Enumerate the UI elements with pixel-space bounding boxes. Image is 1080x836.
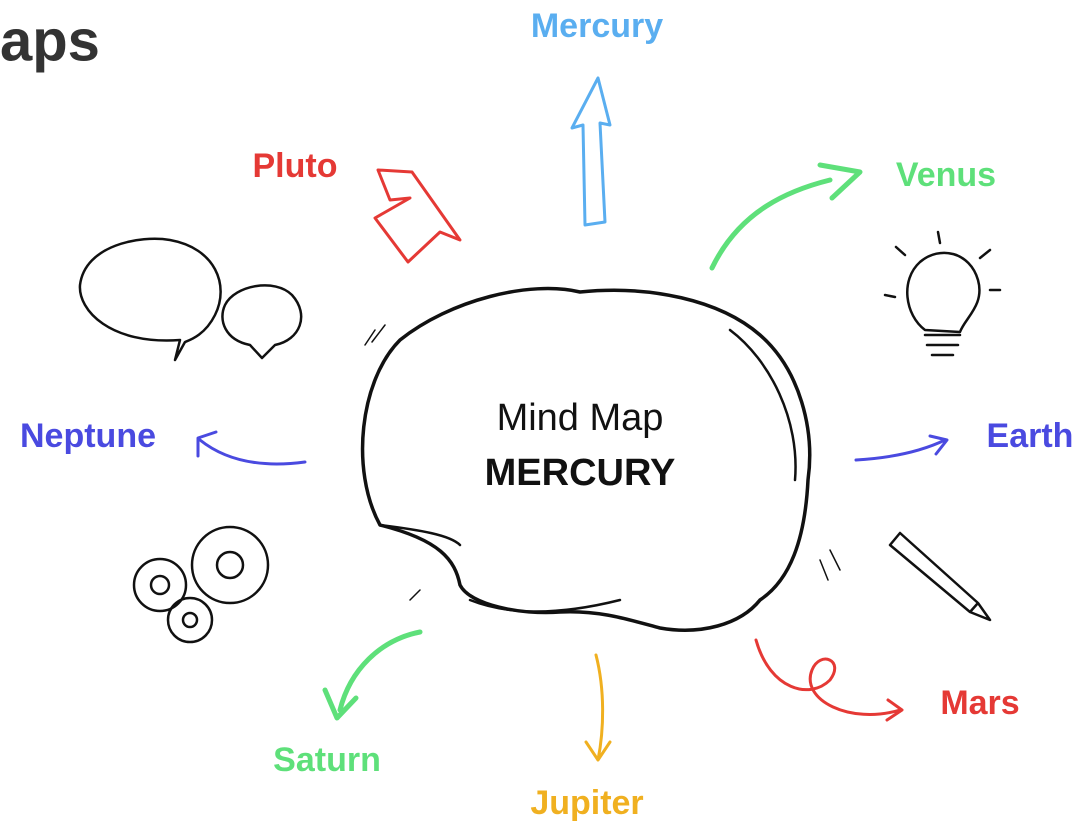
page-title: aps — [0, 8, 100, 73]
mind-map: aps Mind Map MERCURY Mercury Pl — [0, 0, 1080, 836]
node-label: Mercury — [531, 7, 663, 45]
node-label: Mars — [940, 684, 1019, 722]
node-label: Earth — [987, 417, 1074, 455]
node-label: Saturn — [273, 741, 381, 779]
center-line2: MERCURY — [485, 452, 676, 494]
node-label: Neptune — [20, 417, 156, 455]
gears-doodle — [134, 527, 268, 642]
pencil-doodle — [890, 533, 990, 620]
node-label: Venus — [896, 156, 996, 194]
node-label: Jupiter — [530, 784, 643, 822]
lightbulb-doodle — [885, 232, 1000, 355]
center-line1: Mind Map — [497, 397, 664, 439]
speech-bubbles — [80, 239, 301, 360]
node-label: Pluto — [253, 147, 338, 185]
